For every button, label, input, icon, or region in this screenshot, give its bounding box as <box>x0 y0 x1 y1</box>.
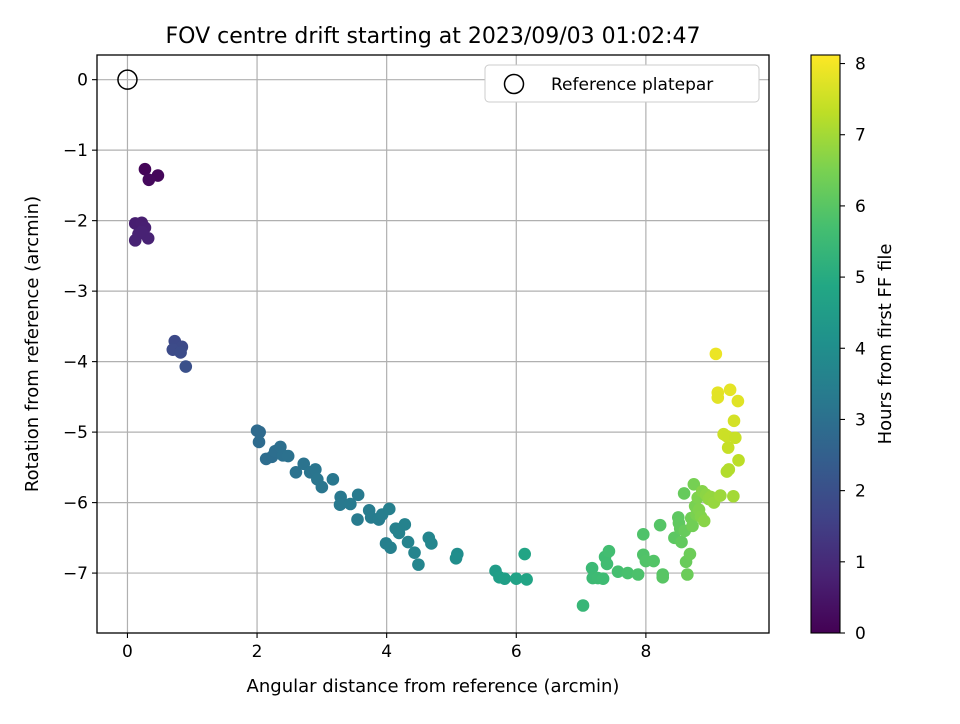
data-point <box>611 565 625 578</box>
data-point <box>382 502 396 516</box>
x-tick-label: 4 <box>381 642 392 662</box>
legend: Reference platepar <box>484 64 760 103</box>
data-point <box>179 360 193 373</box>
data-point <box>135 225 149 239</box>
x-axis-ticks: 0 2 4 6 8 <box>122 633 651 662</box>
plot-frame <box>96 54 770 634</box>
data-point <box>697 514 711 528</box>
x-tick-label: 8 <box>640 642 651 662</box>
colorbar-tick-label: 4 <box>855 339 866 359</box>
data-point <box>401 535 415 549</box>
colorbar-gradient <box>810 54 841 634</box>
colorbar: 0 1 2 3 4 5 6 7 8 Hours from first FF file <box>810 54 896 644</box>
data-point <box>509 572 523 586</box>
legend-entry-label: Reference platepar <box>551 75 713 95</box>
data-point <box>721 441 735 454</box>
data-point <box>596 572 610 586</box>
data-point <box>518 547 531 561</box>
data-point <box>576 599 590 612</box>
colorbar-ticks: 0 1 2 3 4 5 6 7 8 <box>840 55 866 644</box>
data-point <box>723 383 737 397</box>
data-point <box>142 173 156 187</box>
reference-marker <box>117 69 138 90</box>
chart-title: FOV centre drift starting at 2023/09/03 … <box>166 24 701 49</box>
data-point <box>711 391 725 404</box>
data-point <box>656 571 670 584</box>
data-point <box>709 347 723 361</box>
colorbar-tick-label: 7 <box>855 126 866 146</box>
x-tick-label: 0 <box>122 642 133 662</box>
data-point <box>621 566 635 580</box>
y-tick-label: −7 <box>63 564 88 584</box>
data-point <box>326 473 340 486</box>
y-tick-label: −1 <box>63 141 88 161</box>
y-tick-label: 0 <box>77 71 88 91</box>
reference-platepar-point <box>117 69 138 90</box>
data-point <box>732 454 745 467</box>
data-point <box>315 480 329 494</box>
y-tick-label: −6 <box>63 494 88 514</box>
data-point <box>636 528 650 541</box>
legend-box <box>484 64 760 103</box>
data-point <box>252 435 266 449</box>
data-point <box>253 425 266 439</box>
data-point <box>727 489 740 503</box>
data-point <box>138 162 152 176</box>
data-point <box>408 546 421 559</box>
data-point <box>686 519 699 533</box>
colorbar-tick-label: 0 <box>855 624 866 644</box>
x-tick-label: 2 <box>252 642 263 662</box>
data-point <box>681 568 694 581</box>
colorbar-tick-label: 3 <box>855 410 866 430</box>
data-point <box>683 547 697 561</box>
data-point <box>289 465 303 479</box>
x-axis-label: Angular distance from reference (arcmin) <box>247 676 620 697</box>
data-point <box>425 537 438 550</box>
data-point <box>384 541 397 555</box>
data-point <box>449 551 463 565</box>
data-point <box>731 394 745 408</box>
legend-marker-icon <box>503 73 525 95</box>
data-point <box>174 346 187 359</box>
data-point <box>520 573 533 586</box>
data-point <box>281 449 295 463</box>
data-point <box>729 431 742 445</box>
data-point <box>351 513 364 526</box>
data-point <box>498 572 511 586</box>
colorbar-tick-label: 2 <box>855 482 866 502</box>
data-point <box>687 477 701 491</box>
data-point <box>602 544 616 558</box>
y-tick-label: −4 <box>63 353 88 373</box>
y-axis-ticks: 0 −1 −2 −3 −4 −5 −6 −7 <box>63 71 97 584</box>
data-point <box>398 518 412 531</box>
y-axis-label: Rotation from reference (arcmin) <box>22 196 43 492</box>
colorbar-tick-label: 5 <box>855 268 866 288</box>
data-point <box>647 554 660 568</box>
x-tick-label: 6 <box>511 642 522 662</box>
data-point <box>675 535 688 549</box>
data-point <box>727 414 741 428</box>
data-point <box>333 498 347 512</box>
data-point <box>720 465 734 478</box>
data-point <box>631 568 645 581</box>
data-points <box>128 162 745 612</box>
data-point <box>412 558 425 571</box>
y-tick-label: −5 <box>63 423 88 443</box>
colorbar-tick-label: 6 <box>855 197 866 217</box>
data-point <box>600 557 614 571</box>
data-point <box>309 463 322 476</box>
data-point <box>344 497 357 511</box>
colorbar-label: Hours from first FF file <box>875 244 896 445</box>
data-point <box>714 489 727 502</box>
colorbar-tick-label: 1 <box>855 553 866 573</box>
y-tick-label: −3 <box>63 282 88 302</box>
y-tick-label: −2 <box>63 212 88 232</box>
data-point <box>653 518 667 532</box>
data-point <box>351 488 365 502</box>
data-point <box>677 487 691 500</box>
data-point <box>585 561 599 575</box>
colorbar-tick-label: 8 <box>855 55 866 75</box>
